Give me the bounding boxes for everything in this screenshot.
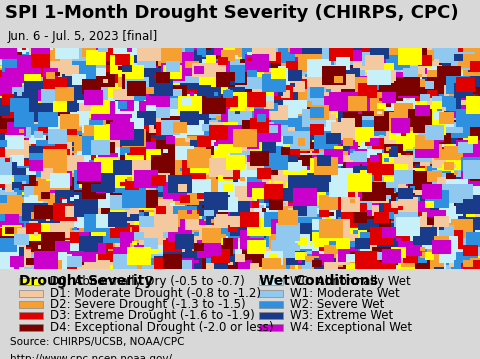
Text: W2: Severe Wet: W2: Severe Wet — [290, 298, 385, 311]
Text: D2: Severe Drought (-1.3 to -1.5): D2: Severe Drought (-1.3 to -1.5) — [50, 298, 246, 311]
Text: SPI 1-Month Drought Severity (CHIRPS, CPC): SPI 1-Month Drought Severity (CHIRPS, CP… — [5, 4, 458, 22]
Bar — [19, 278, 43, 285]
Text: D0: Abnormally Dry (-0.5 to -0.7): D0: Abnormally Dry (-0.5 to -0.7) — [50, 275, 245, 288]
Bar — [259, 290, 283, 297]
Text: Wet Conditions: Wet Conditions — [259, 274, 378, 288]
Bar — [19, 290, 43, 297]
Text: D1: Moderate Drought (-0.8 to -1.2): D1: Moderate Drought (-0.8 to -1.2) — [50, 286, 262, 300]
Bar — [19, 323, 43, 331]
Bar — [259, 278, 283, 285]
Text: Jun. 6 - Jul. 5, 2023 [final]: Jun. 6 - Jul. 5, 2023 [final] — [7, 30, 157, 43]
Bar — [19, 312, 43, 319]
Text: W0: Abnormally Wet: W0: Abnormally Wet — [290, 275, 411, 288]
Bar — [19, 301, 43, 308]
Text: D4: Exceptional Drought (-2.0 or less): D4: Exceptional Drought (-2.0 or less) — [50, 321, 274, 334]
Bar — [259, 312, 283, 319]
Bar — [259, 323, 283, 331]
Text: W4: Exceptional Wet: W4: Exceptional Wet — [290, 321, 412, 334]
Text: W1: Moderate Wet: W1: Moderate Wet — [290, 286, 400, 300]
Bar — [259, 301, 283, 308]
Text: http://www.cpc.ncep.noaa.gov/: http://www.cpc.ncep.noaa.gov/ — [10, 354, 172, 359]
Text: D3: Extreme Drought (-1.6 to -1.9): D3: Extreme Drought (-1.6 to -1.9) — [50, 309, 255, 322]
Text: Source: CHIRPS/UCSB, NOAA/CPC: Source: CHIRPS/UCSB, NOAA/CPC — [10, 337, 184, 348]
Text: Drought Severity: Drought Severity — [19, 274, 154, 288]
Text: W3: Extreme Wet: W3: Extreme Wet — [290, 309, 394, 322]
